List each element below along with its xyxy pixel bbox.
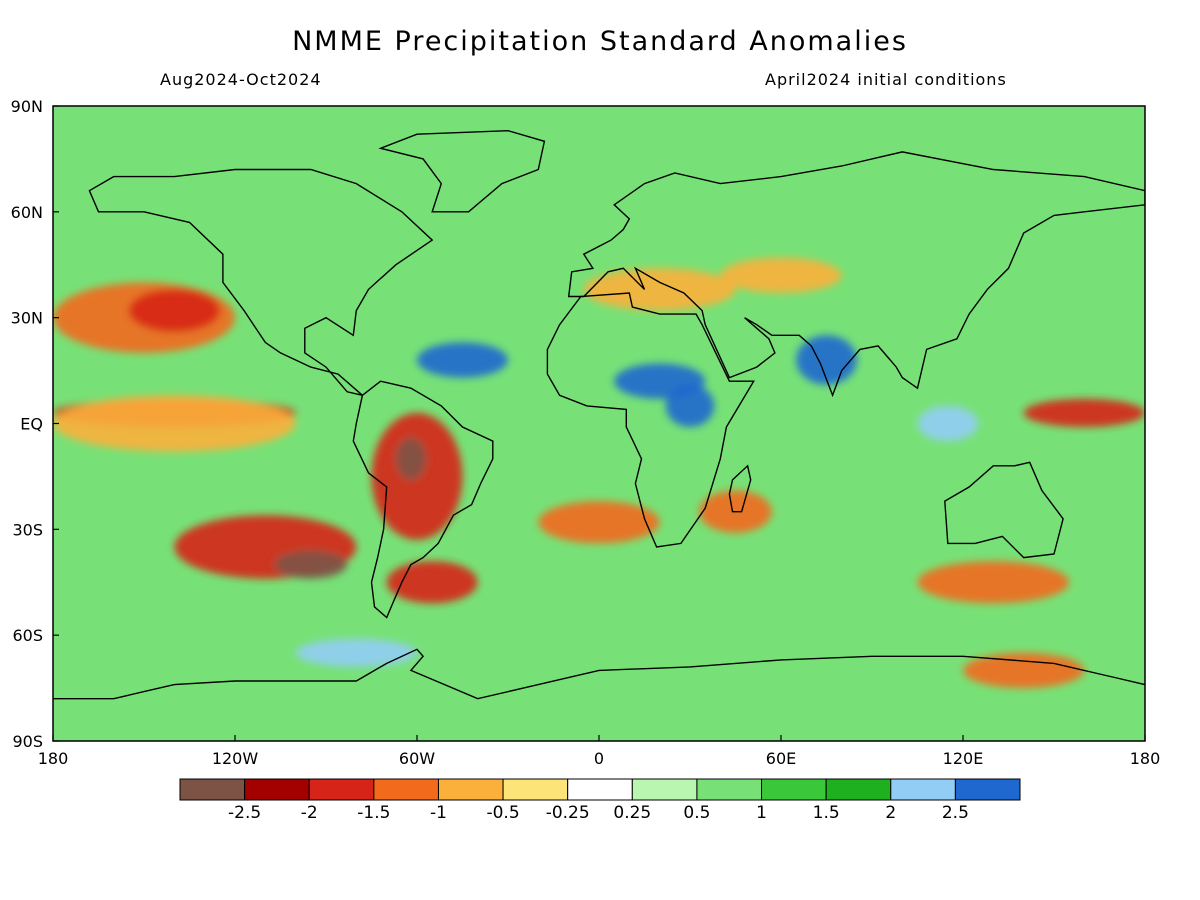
colorbar-swatch bbox=[890, 778, 956, 801]
coastline-antarctica bbox=[53, 648, 1145, 700]
x-tick-label: 120E bbox=[943, 749, 984, 768]
colorbar-swatch bbox=[567, 778, 633, 801]
colorbar-swatch bbox=[631, 778, 698, 801]
anomaly-maritime-continent-wet bbox=[917, 405, 979, 442]
colorbar-label: -2 bbox=[301, 803, 318, 823]
x-tick-label: 60E bbox=[766, 749, 796, 768]
anomaly-west-pacific-dry bbox=[1023, 398, 1145, 428]
y-tick-label: 90N bbox=[11, 97, 43, 116]
colorbar-label: 1.5 bbox=[813, 803, 840, 823]
chart-title: NMME Precipitation Standard Anomalies bbox=[292, 26, 908, 57]
colorbar-swatch bbox=[308, 778, 375, 801]
anomaly-northeast-pacific-dry-core bbox=[128, 289, 220, 332]
coastline-madagascar bbox=[728, 464, 752, 513]
y-tick-label: 90S bbox=[12, 732, 43, 751]
coastline-africa bbox=[546, 292, 755, 548]
anomaly-caribbean-atlantic-wet bbox=[417, 342, 508, 378]
x-tick-label: 0 bbox=[594, 749, 604, 768]
colorbar-label: 1 bbox=[756, 803, 767, 823]
x-tick-label: 60W bbox=[399, 749, 435, 768]
colorbar-label: -2.5 bbox=[228, 803, 261, 823]
anomaly-india-wet bbox=[796, 335, 857, 385]
coastline-australia bbox=[944, 461, 1064, 559]
coastline-south-america bbox=[352, 380, 494, 619]
y-tick-label: 30S bbox=[12, 520, 43, 539]
colorbar-label: 0.5 bbox=[683, 803, 710, 823]
colorbar: -2.5 -2 -1.5 -1 -0.5 -0.25 0.25 0.5 1 1.5 2 2.5 bbox=[179, 778, 1021, 823]
anomaly-south-america-extreme-dry bbox=[395, 437, 427, 480]
map-area bbox=[52, 105, 1146, 742]
anomaly-central-asia-dry bbox=[720, 257, 842, 293]
colorbar-label: 2.5 bbox=[942, 803, 969, 823]
anomaly-argentina-dry bbox=[386, 561, 478, 604]
x-tick-label: 180 bbox=[38, 749, 69, 768]
coastline-greenland bbox=[378, 129, 546, 213]
colorbar-swatch bbox=[244, 778, 310, 801]
colorbar-label: -1.5 bbox=[357, 803, 390, 823]
x-tick-label: 120W bbox=[212, 749, 259, 768]
colorbar-label: -0.25 bbox=[546, 803, 590, 823]
anomaly-mediterranean-dry bbox=[583, 268, 736, 311]
colorbar-swatch bbox=[696, 778, 763, 801]
colorbar-label: 0.25 bbox=[613, 803, 651, 823]
y-tick-label: 60S bbox=[12, 626, 43, 645]
anomaly-south-pacific-extreme-dry bbox=[274, 550, 348, 579]
y-tick-label: EQ bbox=[20, 415, 43, 434]
period-label: Aug2024-Oct2024 bbox=[160, 70, 322, 89]
anomaly-south-atlantic-dry bbox=[538, 501, 660, 544]
anomaly-southern-ocean-dry bbox=[963, 652, 1085, 689]
anomaly-east-africa-wet bbox=[665, 384, 715, 428]
colorbar-swatch bbox=[502, 778, 569, 801]
anomaly-equatorial-pacific-dry-halo bbox=[53, 395, 296, 452]
anomaly-south-indian-ocean-dry bbox=[917, 561, 1070, 604]
x-tick-label: 180 bbox=[1130, 749, 1161, 768]
colorbar-label: -1 bbox=[430, 803, 447, 823]
colorbar-swatch bbox=[437, 778, 504, 801]
anomaly-southern-ocean-wet bbox=[295, 638, 418, 667]
colorbar-swatch bbox=[373, 778, 439, 801]
colorbar-label: 2 bbox=[885, 803, 896, 823]
colorbar-swatch bbox=[179, 778, 246, 801]
coastline-north-america bbox=[88, 168, 434, 396]
colorbar-label: -0.5 bbox=[486, 803, 519, 823]
initial-conditions-label: April2024 initial conditions bbox=[765, 70, 1007, 89]
colorbar-swatch bbox=[761, 778, 827, 801]
y-tick-label: 30N bbox=[11, 309, 43, 328]
colorbar-swatch bbox=[954, 778, 1021, 801]
y-tick-label: 60N bbox=[11, 203, 43, 222]
colorbar-swatch bbox=[825, 778, 892, 801]
coastline-eurasia bbox=[567, 151, 1145, 398]
